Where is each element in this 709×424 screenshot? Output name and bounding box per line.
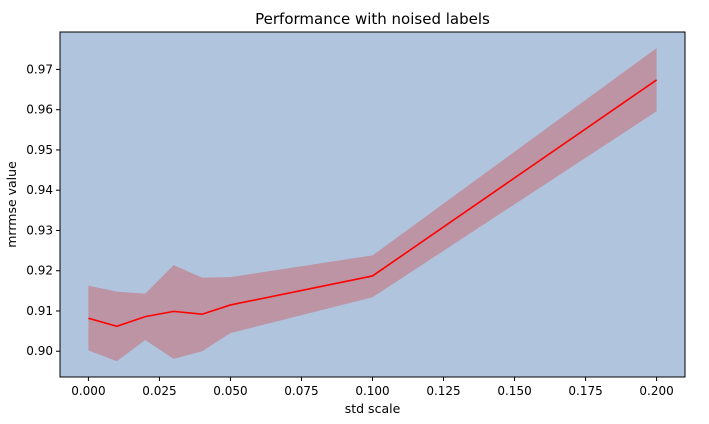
x-tick-label: 0.075	[284, 384, 318, 398]
x-tick-label: 0.200	[639, 384, 673, 398]
y-tick-label: 0.93	[26, 223, 53, 237]
y-axis-title: mrrmse value	[4, 161, 19, 248]
x-tick-label: 0.175	[568, 384, 602, 398]
x-tick-label: 0.025	[142, 384, 176, 398]
y-tick-label: 0.94	[26, 183, 53, 197]
y-tick-label: 0.90	[26, 344, 53, 358]
plot-area	[60, 32, 685, 377]
y-tick-label: 0.92	[26, 264, 53, 278]
y-axis: 0.90 0.91 0.92 0.93 0.94 0.95 0.96 0.97	[26, 62, 60, 358]
chart-title: Performance with noised labels	[255, 10, 490, 28]
y-tick-label: 0.96	[26, 103, 53, 117]
x-axis: 0.000 0.025 0.050 0.075 0.100 0.125 0.150 0.175…	[71, 377, 674, 398]
x-tick-label: 0.150	[497, 384, 531, 398]
y-tick-label: 0.91	[26, 304, 53, 318]
y-tick-label: 0.97	[26, 62, 53, 76]
y-tick-label: 0.95	[26, 143, 53, 157]
x-tick-label: 0.000	[71, 384, 105, 398]
x-tick-label: 0.125	[426, 384, 460, 398]
confidence-band	[88, 48, 657, 362]
x-tick-label: 0.050	[213, 384, 247, 398]
series-line	[88, 79, 658, 328]
x-tick-label: 0.100	[355, 384, 389, 398]
x-axis-title: std scale	[345, 401, 401, 416]
